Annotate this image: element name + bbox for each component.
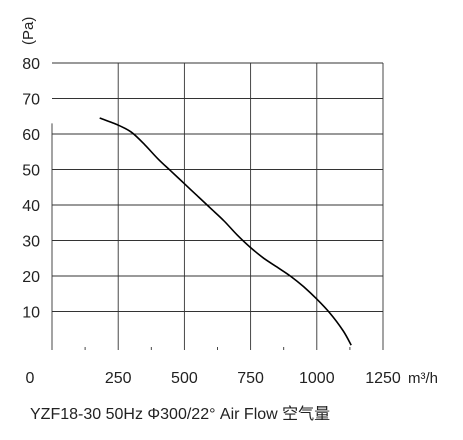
y-tick-label: 30 bbox=[22, 234, 40, 251]
y-tick-label: 40 bbox=[22, 198, 40, 215]
x-axis-ticks: 0 250 500 750 1000 1250 bbox=[26, 370, 401, 387]
series-line-airflow-pressure bbox=[99, 117, 352, 346]
y-tick-label: 10 bbox=[22, 305, 40, 322]
x-tick-label: 1250 bbox=[365, 370, 401, 387]
x-tick-label: 750 bbox=[237, 370, 264, 387]
y-axis-label: (Pa) bbox=[20, 17, 37, 45]
y-axis-ticks: 10 20 30 40 50 60 70 80 bbox=[22, 56, 40, 322]
y-tick-label: 20 bbox=[22, 269, 40, 286]
y-tick-label: 80 bbox=[22, 56, 40, 73]
y-tick-label: 50 bbox=[22, 163, 40, 180]
chart-grid bbox=[51, 62, 384, 350]
x-tick-label: 250 bbox=[105, 370, 132, 387]
y-tick-label: 70 bbox=[22, 92, 40, 109]
x-tick-label: 0 bbox=[26, 370, 35, 387]
chart-caption: YZF18-30 50Hz Φ300/22° Air Flow 空气量 bbox=[30, 406, 331, 423]
x-tick-label: 1000 bbox=[299, 370, 335, 387]
y-tick-label: 60 bbox=[22, 127, 40, 144]
x-tick-label: 500 bbox=[171, 370, 198, 387]
x-axis-label: m³/h bbox=[408, 370, 438, 387]
